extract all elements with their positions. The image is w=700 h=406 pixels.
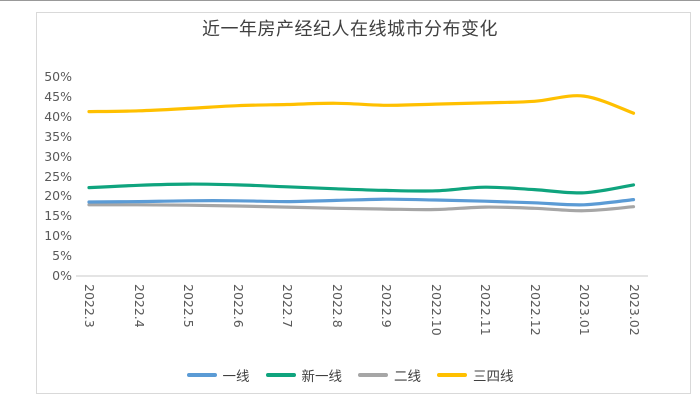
top-divider <box>0 0 700 1</box>
series-line-二线 <box>87 203 636 213</box>
legend-label: 一线 <box>222 369 250 385</box>
legend-swatch <box>265 373 296 377</box>
y-axis-tick-label: 25% <box>44 168 72 184</box>
legend-item-一线: 一线 <box>186 365 250 385</box>
x-axis-tick-label: 2022.4 <box>131 284 147 328</box>
legend-item-三四线: 三四线 <box>437 365 514 385</box>
y-axis-tick-label: 30% <box>44 148 72 164</box>
y-axis-tick-label: 35% <box>44 128 72 144</box>
x-axis-tick-label: 2022.10 <box>428 284 444 336</box>
x-axis-tick-label: 2022.3 <box>82 284 97 328</box>
legend-item-新一线: 新一线 <box>265 365 343 385</box>
y-axis-tick-label: 10% <box>44 228 72 244</box>
series-line-新一线 <box>87 182 636 195</box>
y-axis-tick-label: 0% <box>52 268 72 283</box>
chart-title: 近一年房产经纪人在线城市分布变化 <box>202 19 498 40</box>
x-axis-tick-label: 2022.7 <box>280 284 295 328</box>
x-axis-tick-label: 2022.11 <box>478 284 493 336</box>
chart-legend: 一线 新一线 二线 三四线 <box>0 365 700 385</box>
legend-swatch <box>437 373 467 377</box>
x-axis-tick-label: 2022.6 <box>230 284 246 328</box>
legend-swatch <box>358 373 388 377</box>
y-axis-tick-label: 20% <box>44 188 72 204</box>
series-line-一线 <box>87 197 636 207</box>
legend-label: 二线 <box>394 369 421 385</box>
legend-swatch <box>186 373 217 377</box>
legend-label: 三四线 <box>473 369 514 385</box>
x-axis-tick-label: 2022.12 <box>527 284 543 336</box>
x-axis-tick-label: 2023.01 <box>577 284 592 336</box>
legend-item-二线: 二线 <box>358 365 421 385</box>
y-axis-tick-label: 50% <box>44 69 72 84</box>
legend-label: 新一线 <box>301 369 343 385</box>
x-axis-tick-label: 2022.5 <box>181 284 196 328</box>
y-axis-tick-label: 5% <box>52 248 72 264</box>
y-axis-tick-label: 45% <box>44 88 72 104</box>
series-line-三四线 <box>87 94 636 115</box>
x-axis-tick-label: 2022.9 <box>379 284 394 328</box>
y-axis-tick-label: 40% <box>44 108 72 124</box>
y-axis-tick-label: 15% <box>44 208 72 224</box>
x-axis-tick-label: 2022.8 <box>329 284 345 328</box>
x-axis-tick-label: 2023.02 <box>626 284 642 336</box>
